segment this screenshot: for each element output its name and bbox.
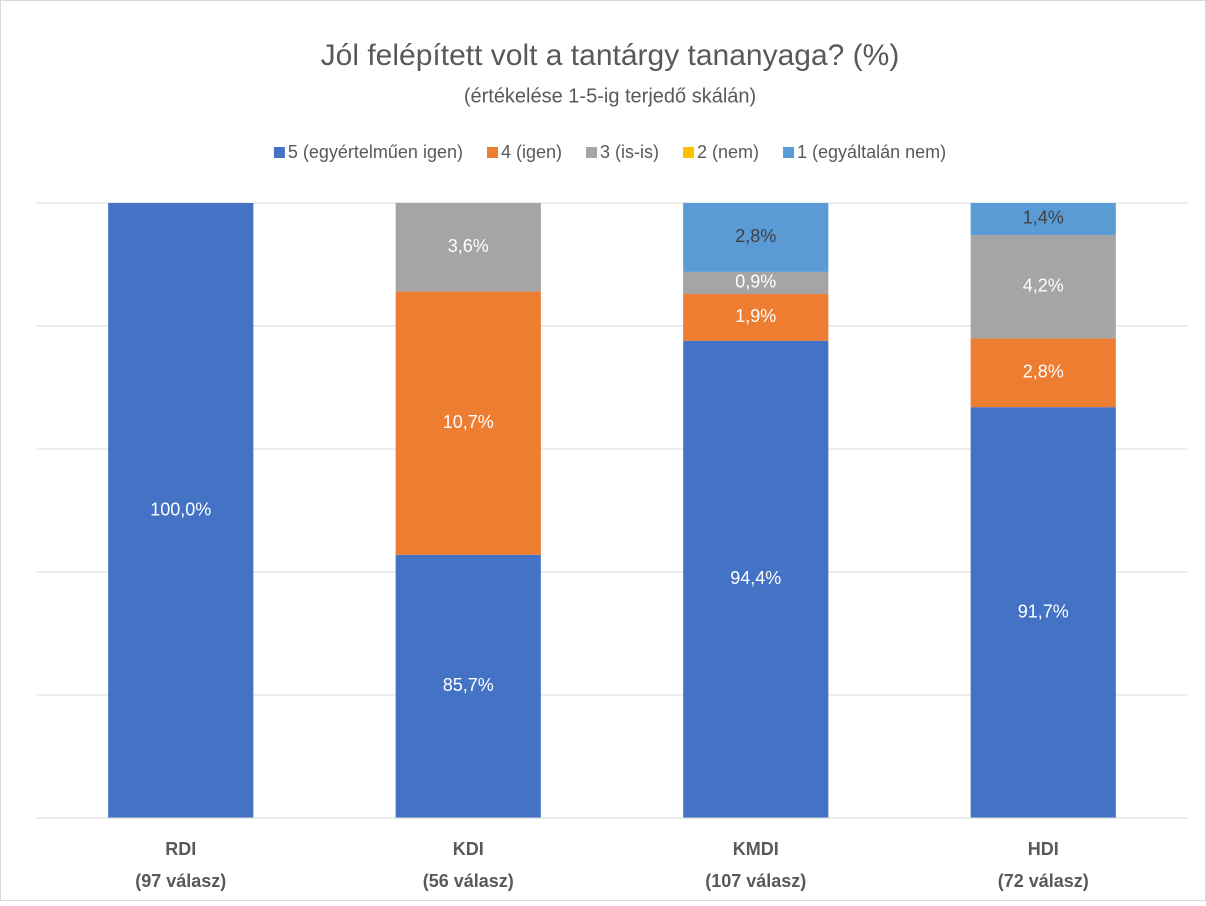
data-label: 100,0% bbox=[150, 499, 211, 519]
legend-swatch bbox=[586, 147, 598, 158]
data-label: 10,7% bbox=[443, 412, 494, 432]
legend-label: 3 (is-is) bbox=[600, 142, 659, 162]
bar-segment bbox=[970, 338, 1116, 408]
x-tick-label: (107 válasz) bbox=[705, 871, 806, 891]
x-tick-label: KMDI bbox=[733, 839, 779, 859]
legend-swatch bbox=[783, 147, 795, 158]
data-label: 4,2% bbox=[1023, 275, 1064, 295]
bar-segment bbox=[683, 294, 829, 341]
bar-segment bbox=[683, 203, 829, 272]
legend-swatch bbox=[486, 147, 498, 158]
bar-segment bbox=[970, 407, 1116, 818]
data-label: 85,7% bbox=[443, 675, 494, 695]
legend-label: 2 (nem) bbox=[697, 142, 759, 162]
bar-segment bbox=[395, 203, 541, 292]
bar-segment bbox=[108, 203, 254, 818]
x-tick-label: (72 válasz) bbox=[998, 871, 1089, 891]
legend-swatch bbox=[683, 147, 695, 158]
bar-segment bbox=[395, 554, 541, 818]
bar-segment bbox=[970, 234, 1116, 339]
legend-label: 5 (egyértelműen igen) bbox=[288, 142, 463, 162]
data-label: 2,8% bbox=[735, 226, 776, 246]
data-label: 2,8% bbox=[1023, 361, 1064, 381]
legend-label: 4 (igen) bbox=[501, 142, 562, 162]
data-label: 1,9% bbox=[735, 306, 776, 326]
data-label: 94,4% bbox=[730, 568, 781, 588]
x-tick-label: (56 válasz) bbox=[423, 871, 514, 891]
x-tick-label: RDI bbox=[165, 839, 196, 859]
x-tick-label: (97 válasz) bbox=[135, 871, 226, 891]
x-tick-label: HDI bbox=[1028, 839, 1059, 859]
bar-segment bbox=[395, 291, 541, 555]
data-label: 1,4% bbox=[1023, 208, 1064, 228]
data-label: 91,7% bbox=[1018, 601, 1069, 621]
legend-swatch bbox=[273, 147, 285, 158]
data-label: 3,6% bbox=[448, 236, 489, 256]
bar-segment bbox=[970, 203, 1116, 235]
legend-label: 1 (egyáltalán nem) bbox=[797, 142, 946, 162]
bar-segment bbox=[683, 271, 829, 295]
bar-segment bbox=[683, 340, 829, 818]
chart-subtitle: (értékelése 1-5-ig terjedő skálán) bbox=[464, 85, 756, 107]
x-tick-label: KDI bbox=[453, 839, 484, 859]
data-label: 0,9% bbox=[735, 272, 776, 292]
chart-title: Jól felépített volt a tantárgy tananyaga… bbox=[321, 39, 900, 72]
